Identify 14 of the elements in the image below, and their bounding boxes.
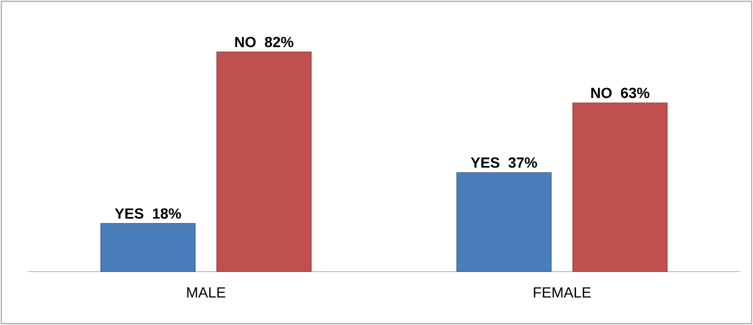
x-tick-label: FEMALE <box>534 287 591 298</box>
x-tick-label: MALE <box>187 287 226 298</box>
text: NO <box>591 88 612 98</box>
bar <box>216 52 312 272</box>
bar <box>456 172 552 272</box>
bar <box>100 223 196 272</box>
data-label: 82% <box>264 36 294 48</box>
data-label: 37% <box>508 157 538 168</box>
data-label: 18% <box>152 208 182 219</box>
text: YES <box>470 157 500 168</box>
series-label: YES <box>114 208 144 219</box>
bar <box>572 102 668 272</box>
series-label: NO <box>235 36 256 48</box>
data-label: 63% <box>620 88 650 98</box>
